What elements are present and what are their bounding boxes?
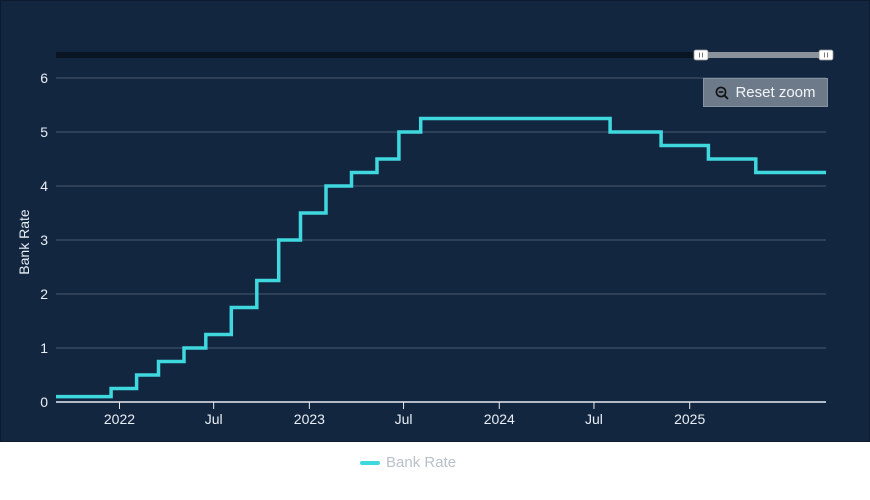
y-axis-title: Bank Rate (16, 209, 32, 275)
navigator-handle-right[interactable] (818, 49, 834, 61)
handle-body[interactable] (693, 49, 709, 61)
legend-item-bank-rate[interactable]: Bank Rate (360, 454, 456, 471)
y-axis: 0 1 2 3 4 5 6 (40, 70, 48, 410)
legend-swatch (360, 460, 380, 465)
zoom-out-icon (715, 86, 730, 100)
x-tick-label: Jul (395, 411, 413, 427)
x-tick-label: 2024 (484, 411, 515, 427)
chart-plot: 0 1 2 3 4 5 6 2022 Jul 2023 Jul 2024 Jul 2025 Bank R… (16, 49, 834, 427)
y-tick-label: 4 (40, 178, 48, 194)
y-tick-label: 5 (40, 124, 48, 140)
navigator-handle-left[interactable] (693, 49, 709, 61)
y-tick-label: 3 (40, 232, 48, 248)
navigator-selected-range[interactable] (701, 52, 826, 58)
chart-area: 0 1 2 3 4 5 6 2022 Jul 2023 Jul 2024 Jul 2025 Bank R… (0, 0, 870, 442)
legend-label: Bank Rate (386, 454, 457, 471)
y-tick-label: 2 (40, 286, 48, 302)
x-tick-label: Jul (585, 411, 603, 427)
x-tick-label: 2023 (294, 411, 325, 427)
x-tick-label: 2025 (674, 411, 705, 427)
range-navigator[interactable] (56, 49, 834, 61)
x-tick-label: 2022 (104, 411, 135, 427)
series-line-bank-rate (56, 116, 826, 399)
x-tick-label: Jul (205, 411, 223, 427)
x-axis: 2022 Jul 2023 Jul 2024 Jul 2025 (104, 402, 705, 427)
y-tick-label: 1 (40, 340, 48, 356)
grid-layer (56, 77, 826, 403)
y-tick-label: 0 (40, 394, 48, 410)
y-tick-label: 6 (40, 70, 48, 86)
handle-body[interactable] (818, 49, 834, 61)
series-layer (56, 116, 826, 399)
reset-zoom-label: Reset zoom (735, 84, 816, 101)
reset-zoom-button[interactable]: Reset zoom (703, 78, 828, 107)
navigator-track (56, 52, 829, 58)
